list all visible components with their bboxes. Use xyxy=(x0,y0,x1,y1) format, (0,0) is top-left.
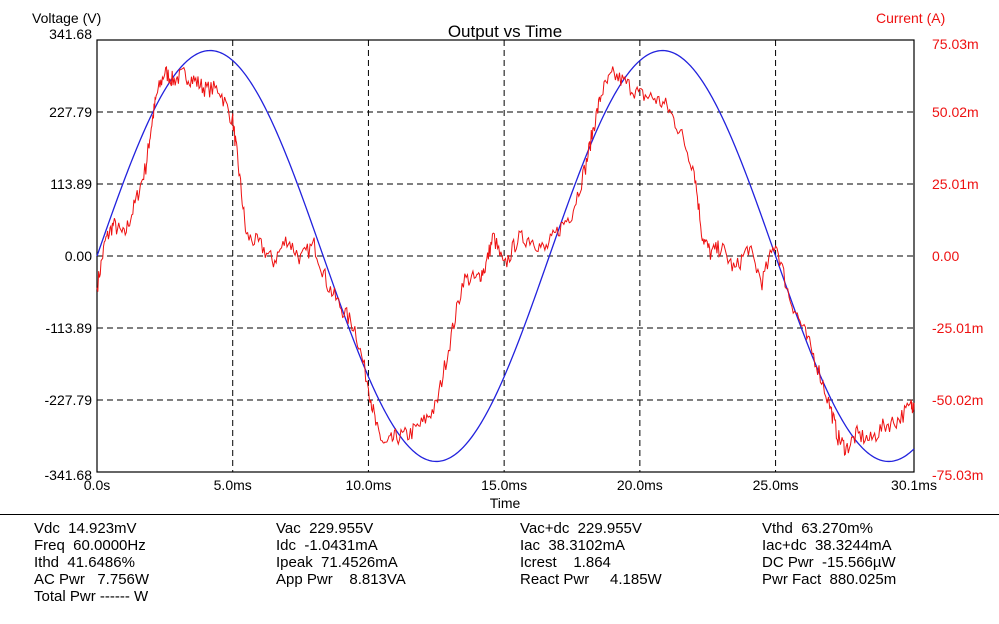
stat-iac: Iac 38.3102mA xyxy=(520,537,626,554)
x-tick-label: 25.0ms xyxy=(753,477,799,493)
left-tick-label: 113.89 xyxy=(50,176,92,192)
right-axis-title: Current (A) xyxy=(876,10,945,26)
output-vs-time-chart: 0.0s 5.0ms 10.0ms 15.0ms 20.0ms 25.0ms 30.1ms 3… xyxy=(32,10,984,511)
stat-vthd: Vthd 63.270m% xyxy=(762,520,873,537)
x-tick-label: 0.0s xyxy=(84,477,110,493)
stat-dc-pwr: DC Pwr -15.566µW xyxy=(762,554,896,571)
left-tick-label: 341.68 xyxy=(49,26,92,42)
series-layer xyxy=(96,49,915,463)
right-tick-label: 0.00 xyxy=(932,248,959,264)
stat-react-pwr: React Pwr 4.185W xyxy=(520,571,662,588)
stat-pwr-fact: Pwr Fact 880.025m xyxy=(762,571,897,588)
x-tick-label: 20.0ms xyxy=(617,477,663,493)
grid xyxy=(97,40,914,472)
x-axis-title: Time xyxy=(490,495,521,511)
left-tick-label: -341.68 xyxy=(45,467,93,483)
measurement-panel: Vdc 14.923mV Freq 60.0000Hz Ithd 41.6486… xyxy=(0,514,999,624)
right-tick-label: -50.02m xyxy=(932,392,983,408)
voltage-series-line xyxy=(96,49,915,463)
right-tick-label: 75.03m xyxy=(932,36,979,52)
left-tick-label: -113.89 xyxy=(46,320,93,336)
x-tick-label: 15.0ms xyxy=(481,477,527,493)
stat-app-pwr: App Pwr 8.813VA xyxy=(276,571,406,588)
right-tick-label: -75.03m xyxy=(932,467,983,483)
axis-layer: 0.0s 5.0ms 10.0ms 15.0ms 20.0ms 25.0ms 30.1ms 3… xyxy=(45,26,984,493)
x-tick-label: 5.0ms xyxy=(214,477,252,493)
stat-vdc: Vdc 14.923mV xyxy=(34,520,137,537)
left-tick-label: 0.00 xyxy=(65,248,92,264)
stat-icrest: Icrest 1.864 xyxy=(520,554,611,571)
right-tick-label: 50.02m xyxy=(932,104,979,120)
stat-iac-dc: Iac+dc 38.3244mA xyxy=(762,537,892,554)
left-axis-title: Voltage (V) xyxy=(32,10,101,26)
x-tick-label: 10.0ms xyxy=(345,477,391,493)
right-tick-label: 25.01m xyxy=(932,176,979,192)
current-series-line xyxy=(96,66,915,457)
stat-ithd: Ithd 41.6486% xyxy=(34,554,135,571)
right-tick-label: -25.01m xyxy=(932,320,983,336)
stat-idc: Idc -1.0431mA xyxy=(276,537,378,554)
stat-ac-pwr: AC Pwr 7.756W xyxy=(34,571,150,588)
stat-freq: Freq 60.0000Hz xyxy=(34,537,146,554)
left-tick-label: 227.79 xyxy=(49,104,92,120)
chart-title: Output vs Time xyxy=(448,22,562,41)
stat-vac: Vac 229.955V xyxy=(276,520,374,537)
x-tick-label: 30.1ms xyxy=(891,477,937,493)
stat-ipeak: Ipeak 71.4526mA xyxy=(276,554,398,571)
stat-total-pwr: Total Pwr ------ W xyxy=(34,588,149,605)
stat-vac-dc: Vac+dc 229.955V xyxy=(520,520,642,537)
left-tick-label: -227.79 xyxy=(45,392,93,408)
